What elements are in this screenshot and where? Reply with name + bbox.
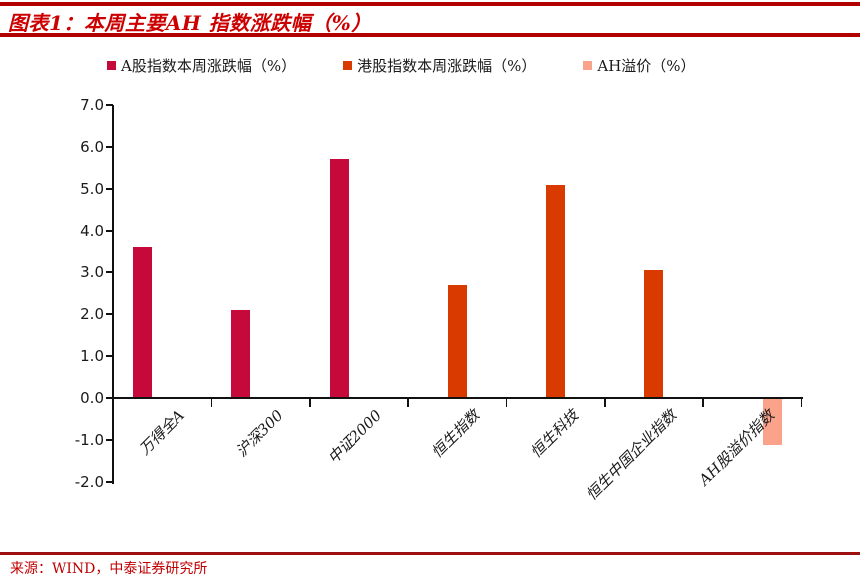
y-tick-label: 3.0 <box>80 263 104 282</box>
y-tick-label: -2.0 <box>74 472 104 491</box>
x-tick <box>112 399 114 407</box>
x-category-label: 恒生指数 <box>428 406 484 462</box>
legend-item-0: A股指数本周涨跌幅（%） <box>107 57 296 75</box>
bar-AH股溢价指数 <box>762 399 782 446</box>
legend-label: 港股指数本周涨跌幅（%） <box>357 57 537 75</box>
x-tick <box>308 399 311 407</box>
legend-label: AH溢价（%） <box>597 57 696 75</box>
y-tick <box>106 480 113 483</box>
y-tick-label: 5.0 <box>80 179 104 198</box>
y-tick <box>106 355 113 358</box>
bar-中证2000 <box>329 159 349 398</box>
x-tick <box>800 399 803 407</box>
bar-万得全A <box>132 247 152 398</box>
top-rule-divider <box>0 2 860 6</box>
y-tick <box>106 229 113 232</box>
y-tick-label: 1.0 <box>80 347 104 366</box>
y-tick <box>106 313 113 316</box>
chart-legend: A股指数本周涨跌幅（%） 港股指数本周涨跌幅（%） AH溢价（%） <box>107 57 696 75</box>
y-tick-label: 0.0 <box>80 389 104 407</box>
y-axis-line <box>111 104 114 484</box>
x-tick <box>407 399 409 407</box>
y-tick <box>106 397 113 399</box>
y-tick-label: -1.0 <box>74 430 104 449</box>
x-tick <box>210 399 213 407</box>
bar-沪深300 <box>231 310 251 398</box>
y-tick-label: 2.0 <box>80 305 104 324</box>
x-tick <box>505 399 508 407</box>
y-tick <box>106 145 113 148</box>
legend-swatch-icon <box>107 61 116 70</box>
x-category-label: 沪深300 <box>232 406 287 461</box>
y-tick-label: 4.0 <box>80 221 104 240</box>
x-tick <box>603 399 606 407</box>
figure-title: 图表1：本周主要AH 指数涨跌幅（%） <box>8 11 372 35</box>
x-category-label: 中证2000 <box>323 406 385 468</box>
x-axis-line <box>112 396 803 400</box>
y-tick <box>106 271 113 274</box>
legend-label: A股指数本周涨跌幅（%） <box>121 57 297 75</box>
y-tick-label: 6.0 <box>80 137 104 156</box>
legend-swatch-icon <box>343 61 353 70</box>
bar-恒生中国企业指数 <box>644 270 664 398</box>
y-tick-label: 7.0 <box>80 95 104 114</box>
y-tick <box>106 103 113 106</box>
bar-恒生指数 <box>447 284 467 398</box>
title-underline-divider <box>0 33 860 37</box>
x-category-label: 恒生科技 <box>526 406 582 462</box>
x-tick <box>702 399 704 407</box>
y-tick <box>106 187 113 190</box>
source-note: 来源：WIND，中泰证券研究所 <box>10 561 208 577</box>
x-category-label: 万得全A <box>135 406 189 459</box>
bar-恒生科技 <box>546 184 566 398</box>
legend-swatch-icon <box>583 61 593 70</box>
footer-rule-divider <box>0 552 860 555</box>
y-tick <box>106 438 113 441</box>
x-category-label: AH股溢价指数 <box>695 406 779 489</box>
legend-item-2: AH溢价（%） <box>583 57 696 75</box>
x-category-label: 恒生中国企业指数 <box>582 406 680 504</box>
legend-item-1: 港股指数本周涨跌幅（%） <box>343 57 536 75</box>
